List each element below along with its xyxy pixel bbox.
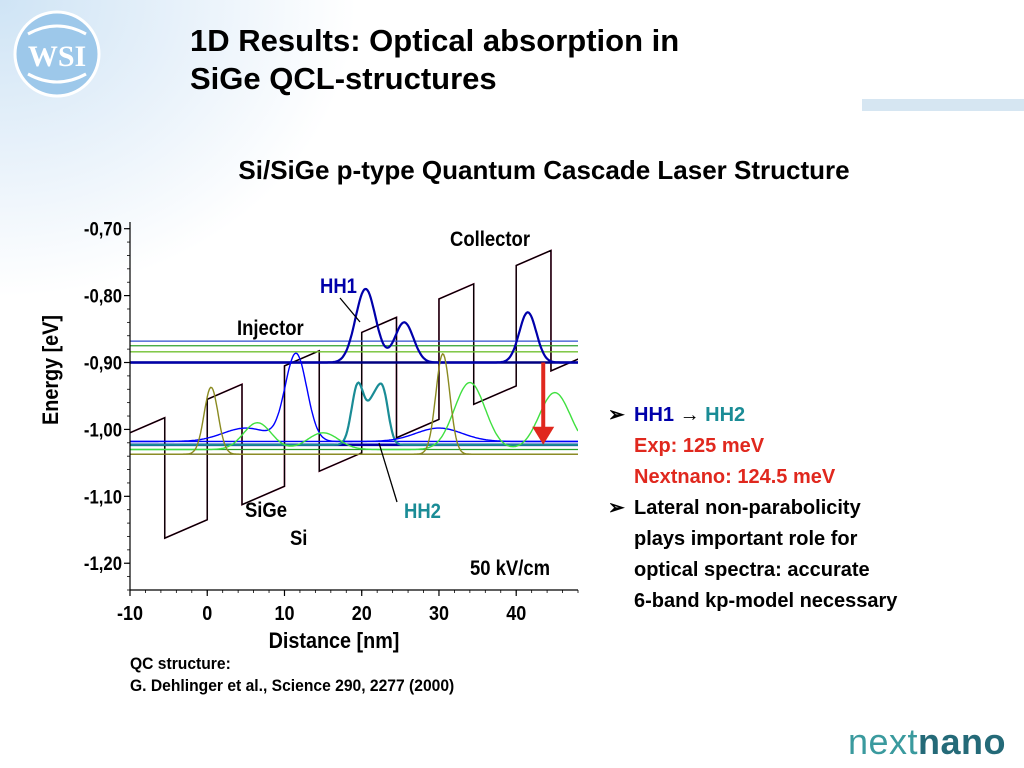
wavefunction-curve — [130, 352, 578, 455]
hh1-pointer-line — [339, 297, 361, 323]
x-tick-label: 20 — [352, 603, 372, 625]
x-axis-title: Distance [nm] — [269, 629, 400, 653]
transition-arrow-head — [532, 426, 555, 445]
brand-part-nano: nano — [918, 721, 1007, 762]
bullet-line: Lateral non-parabolicity — [634, 497, 861, 519]
y-tick-label: -1,20 — [84, 553, 122, 574]
x-tick-label: -10 — [117, 603, 143, 625]
arrow-bullet-icon: ➢ — [608, 404, 625, 426]
y-tick-label: -0,90 — [84, 353, 122, 374]
y-axis-title: Energy [eV] — [39, 315, 63, 425]
slide-subtitle: Si/SiGe p-type Quantum Cascade Laser Str… — [238, 155, 850, 185]
annotation-si: Si — [290, 527, 307, 550]
x-tick-label: 10 — [274, 603, 294, 625]
y-tick-label: -0,70 — [84, 219, 122, 240]
reference-block: QC structure: G. Dehlinger et al., Scien… — [130, 653, 482, 697]
annotation-sige: SiGe — [245, 499, 287, 522]
annotation-hh1: HH1 — [320, 275, 357, 298]
annotation-collector: Collector — [450, 228, 530, 251]
results-bullets: ➢ HH1 → HH2 Exp: 125 meV Nextnano: 124.5… — [608, 400, 1008, 617]
wavefunction-hh2 — [130, 381, 578, 446]
wavefunction-hh1 — [130, 287, 578, 364]
energy-chart: -0,70 -0,80 -0,90 -1,00 -1,10 -1,20 -10 0 10 20 30… — [39, 219, 579, 653]
x-tick-label: 40 — [506, 603, 526, 625]
annotation-hh2: HH2 — [404, 500, 441, 523]
arrow-bullet-icon: ➢ — [608, 497, 625, 519]
wsi-logo: WSI — [13, 10, 101, 98]
y-tick-label: -1,10 — [84, 486, 122, 507]
bullet-hh1: HH1 — [634, 404, 675, 426]
reference-citation: G. Dehlinger et al., Science 290, 2277 (… — [130, 676, 455, 695]
nextnano-logo: nextnano — [848, 722, 1006, 762]
bullet-nextnano-value: Nextnano: 124.5 meV — [634, 466, 836, 488]
reference-label: QC structure: — [130, 654, 231, 673]
bullet-transition: ➢ HH1 → HH2 — [608, 400, 1008, 431]
right-arrow-icon: → — [679, 404, 700, 426]
wavefunction-curve — [130, 381, 578, 451]
slide-title: 1D Results: Optical absorption in SiGe Q… — [190, 23, 680, 96]
si-band-edge — [130, 249, 578, 540]
wavefunction-curve — [130, 352, 578, 443]
bullet-nonparabolicity: ➢ Lateral non-parabolicity — [608, 493, 1008, 524]
bullet-line: plays important role for — [634, 528, 858, 550]
hh2-pointer-line — [378, 442, 398, 503]
y-tick-label: -1,00 — [84, 419, 122, 440]
bullet-line: optical spectra: accurate — [634, 559, 870, 581]
bullet-exp-value: Exp: 125 meV — [634, 435, 765, 457]
bullet-hh2: HH2 — [705, 404, 746, 426]
y-tick-label: -0,80 — [84, 286, 122, 307]
logo-text: WSI — [28, 40, 86, 73]
brand-part-next: next — [848, 721, 919, 762]
sige-band-edge — [130, 249, 578, 540]
title-accent-bar — [862, 99, 1024, 111]
bullet-line: 6-band kp-model necessary — [634, 590, 898, 612]
annotation-field: 50 kV/cm — [470, 557, 550, 580]
x-tick-label: 0 — [202, 603, 212, 625]
annotation-injector: Injector — [237, 317, 304, 340]
x-tick-label: 30 — [429, 603, 449, 625]
